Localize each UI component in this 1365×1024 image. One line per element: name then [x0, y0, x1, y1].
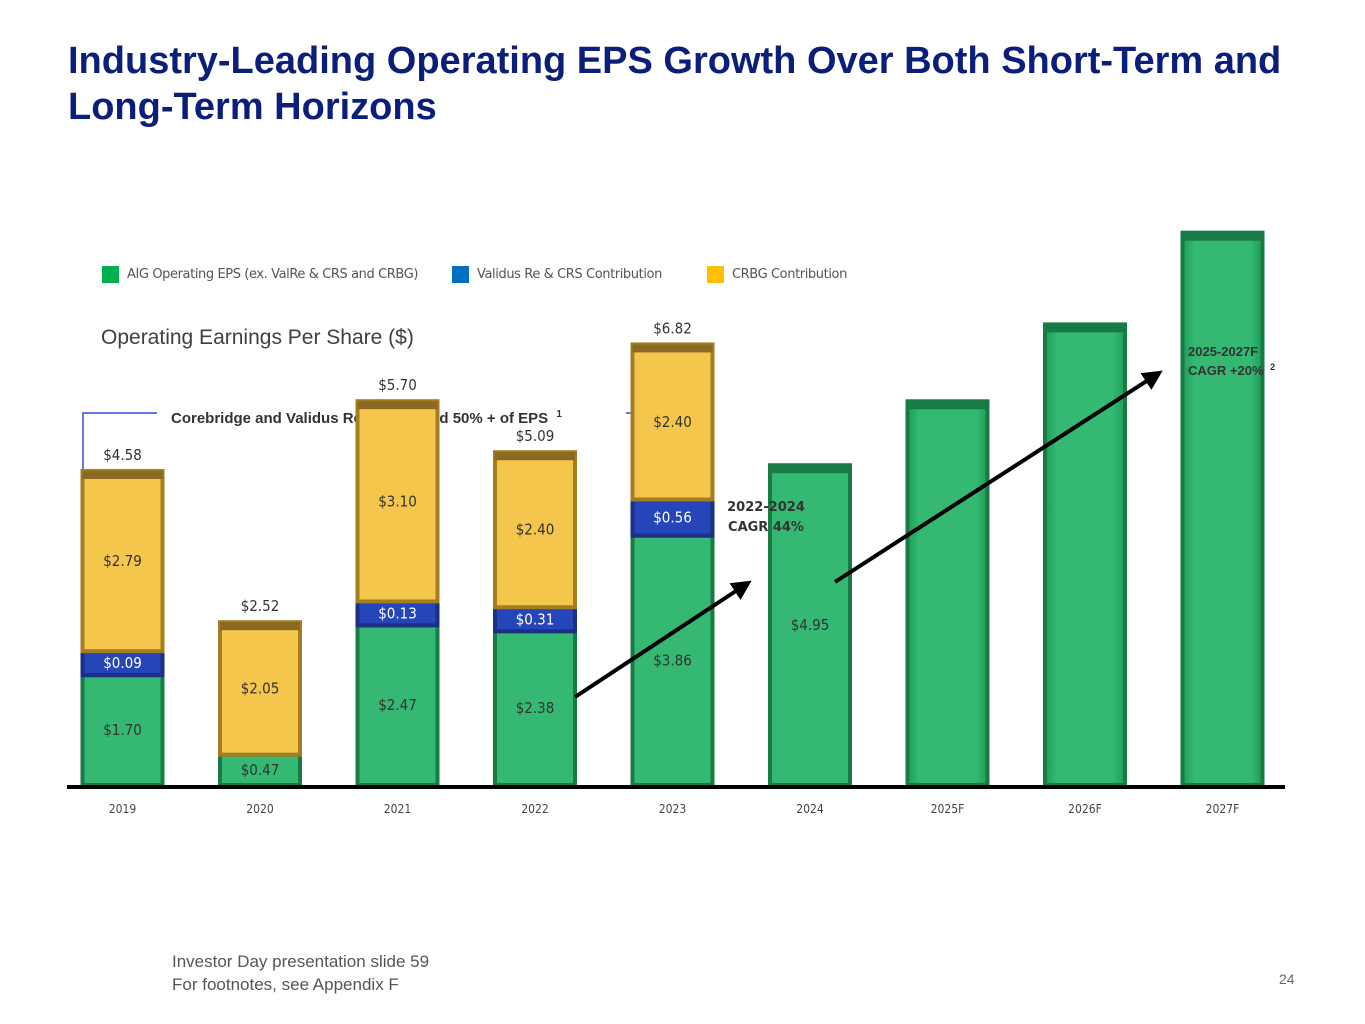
value-label-validus-2019: $0.09	[103, 654, 142, 672]
bar-aig-2021	[355, 623, 440, 787]
bar-forecast-2026F	[1043, 322, 1127, 787]
bar-cap-2023	[632, 344, 713, 353]
x-tick-2021: 2021	[384, 802, 411, 816]
x-tick-2022: 2022	[521, 802, 548, 816]
legend-label-crbg: CRBG Contribution	[732, 267, 847, 282]
x-axis-ticks: 2019 2020 2021 2022 2023 2024 2025F 2026F 2027F	[109, 802, 1240, 816]
legend-item-crbg: CRBG Contribution	[707, 266, 847, 283]
bar-group: $1.70 $0.09 $2.79 $4.58 $0.47 $2.05 $2.52 $2.47…	[80, 230, 1265, 788]
bar-forecast-2025F	[905, 399, 990, 787]
value-label-aig-2019: $1.70	[103, 721, 142, 739]
legend-item-validus: Validus Re & CRS Contribution	[452, 266, 662, 283]
cagr-long-line1: 2025-2027F	[1188, 344, 1258, 359]
value-label-crbg-2020: $2.05	[241, 679, 280, 697]
legend-item-aig: AIG Operating EPS (ex. ValRe & CRS and C…	[102, 266, 418, 283]
total-label-2019: $4.58	[103, 446, 142, 464]
total-label-2022: $5.09	[516, 427, 555, 445]
legend-label-aig: AIG Operating EPS (ex. ValRe & CRS and C…	[127, 267, 419, 282]
total-label-2021: $5.70	[378, 376, 417, 394]
bar-forecast-cap-2025F	[907, 401, 988, 410]
bar-cap-2022	[495, 452, 575, 461]
bar-forecast-cap-2027F	[1182, 232, 1263, 241]
cagr-short-line1: 2022-2024	[727, 500, 805, 515]
bar-aig-2019	[80, 673, 165, 787]
cagr-long-line2: CAGR +20% 2	[1188, 362, 1275, 378]
value-label-aig-2024: $4.95	[791, 616, 830, 634]
value-label-validus-2022: $0.31	[516, 610, 555, 628]
bar-cap-2020	[220, 622, 300, 631]
page-number: 24	[1279, 971, 1295, 987]
bar-cap-2019	[82, 470, 163, 479]
bar-crbg-2022	[493, 450, 577, 610]
x-tick-2023: 2023	[659, 802, 686, 816]
cagr-arrow-long	[833, 370, 1163, 584]
value-label-crbg-2023: $2.40	[653, 413, 692, 431]
bar-crbg-2021	[355, 399, 440, 604]
footer-source: Investor Day presentation slide 59	[172, 952, 430, 971]
value-label-crbg-2021: $3.10	[378, 492, 417, 510]
x-tick-2026F: 2026F	[1068, 802, 1102, 816]
value-label-aig-2021: $2.47	[378, 696, 417, 714]
legend-swatch-aig	[102, 266, 119, 283]
page-title: Industry-Leading Operating EPS Growth Ov…	[68, 40, 1282, 128]
value-label-aig-2023: $3.86	[653, 651, 692, 669]
cagr-short-line2: CAGR 44%	[728, 520, 804, 535]
bar-cap-2021	[357, 401, 438, 410]
total-label-2023: $6.82	[653, 319, 692, 337]
x-tick-2020: 2020	[246, 802, 274, 816]
bar-crbg-2020	[218, 620, 302, 757]
bar-crbg-2019	[80, 468, 165, 654]
cagr-arrow-short	[573, 580, 752, 699]
x-tick-2019: 2019	[109, 802, 137, 816]
bar-forecast-cap-2026F	[1045, 324, 1125, 333]
value-label-validus-2023: $0.56	[653, 509, 692, 527]
bar-crbg-2023	[630, 342, 715, 502]
bar-validus-2019	[80, 649, 165, 678]
footer-footnotes: For footnotes, see Appendix F	[172, 975, 399, 994]
bar-aig-2024	[768, 463, 852, 787]
value-label-crbg-2022: $2.40	[516, 521, 555, 539]
footer-notes: Investor Day presentation slide 59 For f…	[172, 950, 429, 996]
bar-validus-2023	[630, 497, 715, 538]
x-tick-2024: 2024	[796, 802, 824, 816]
value-label-aig-2022: $2.38	[516, 699, 555, 717]
x-tick-2025F: 2025F	[931, 802, 965, 816]
value-label-validus-2021: $0.13	[378, 604, 417, 622]
legend-swatch-crbg	[707, 266, 724, 283]
bar-forecast-2027F	[1180, 230, 1265, 788]
legend-swatch-validus	[452, 266, 469, 283]
bar-cap-2024	[770, 465, 850, 474]
x-tick-2027F: 2027F	[1206, 802, 1240, 816]
value-label-aig-2020: $0.47	[241, 761, 280, 779]
legend-label-validus: Validus Re & CRS Contribution	[477, 267, 662, 282]
value-label-crbg-2019: $2.79	[103, 552, 142, 570]
total-label-2020: $2.52	[241, 597, 280, 615]
chart-title: Operating Earnings Per Share ($)	[101, 326, 414, 349]
